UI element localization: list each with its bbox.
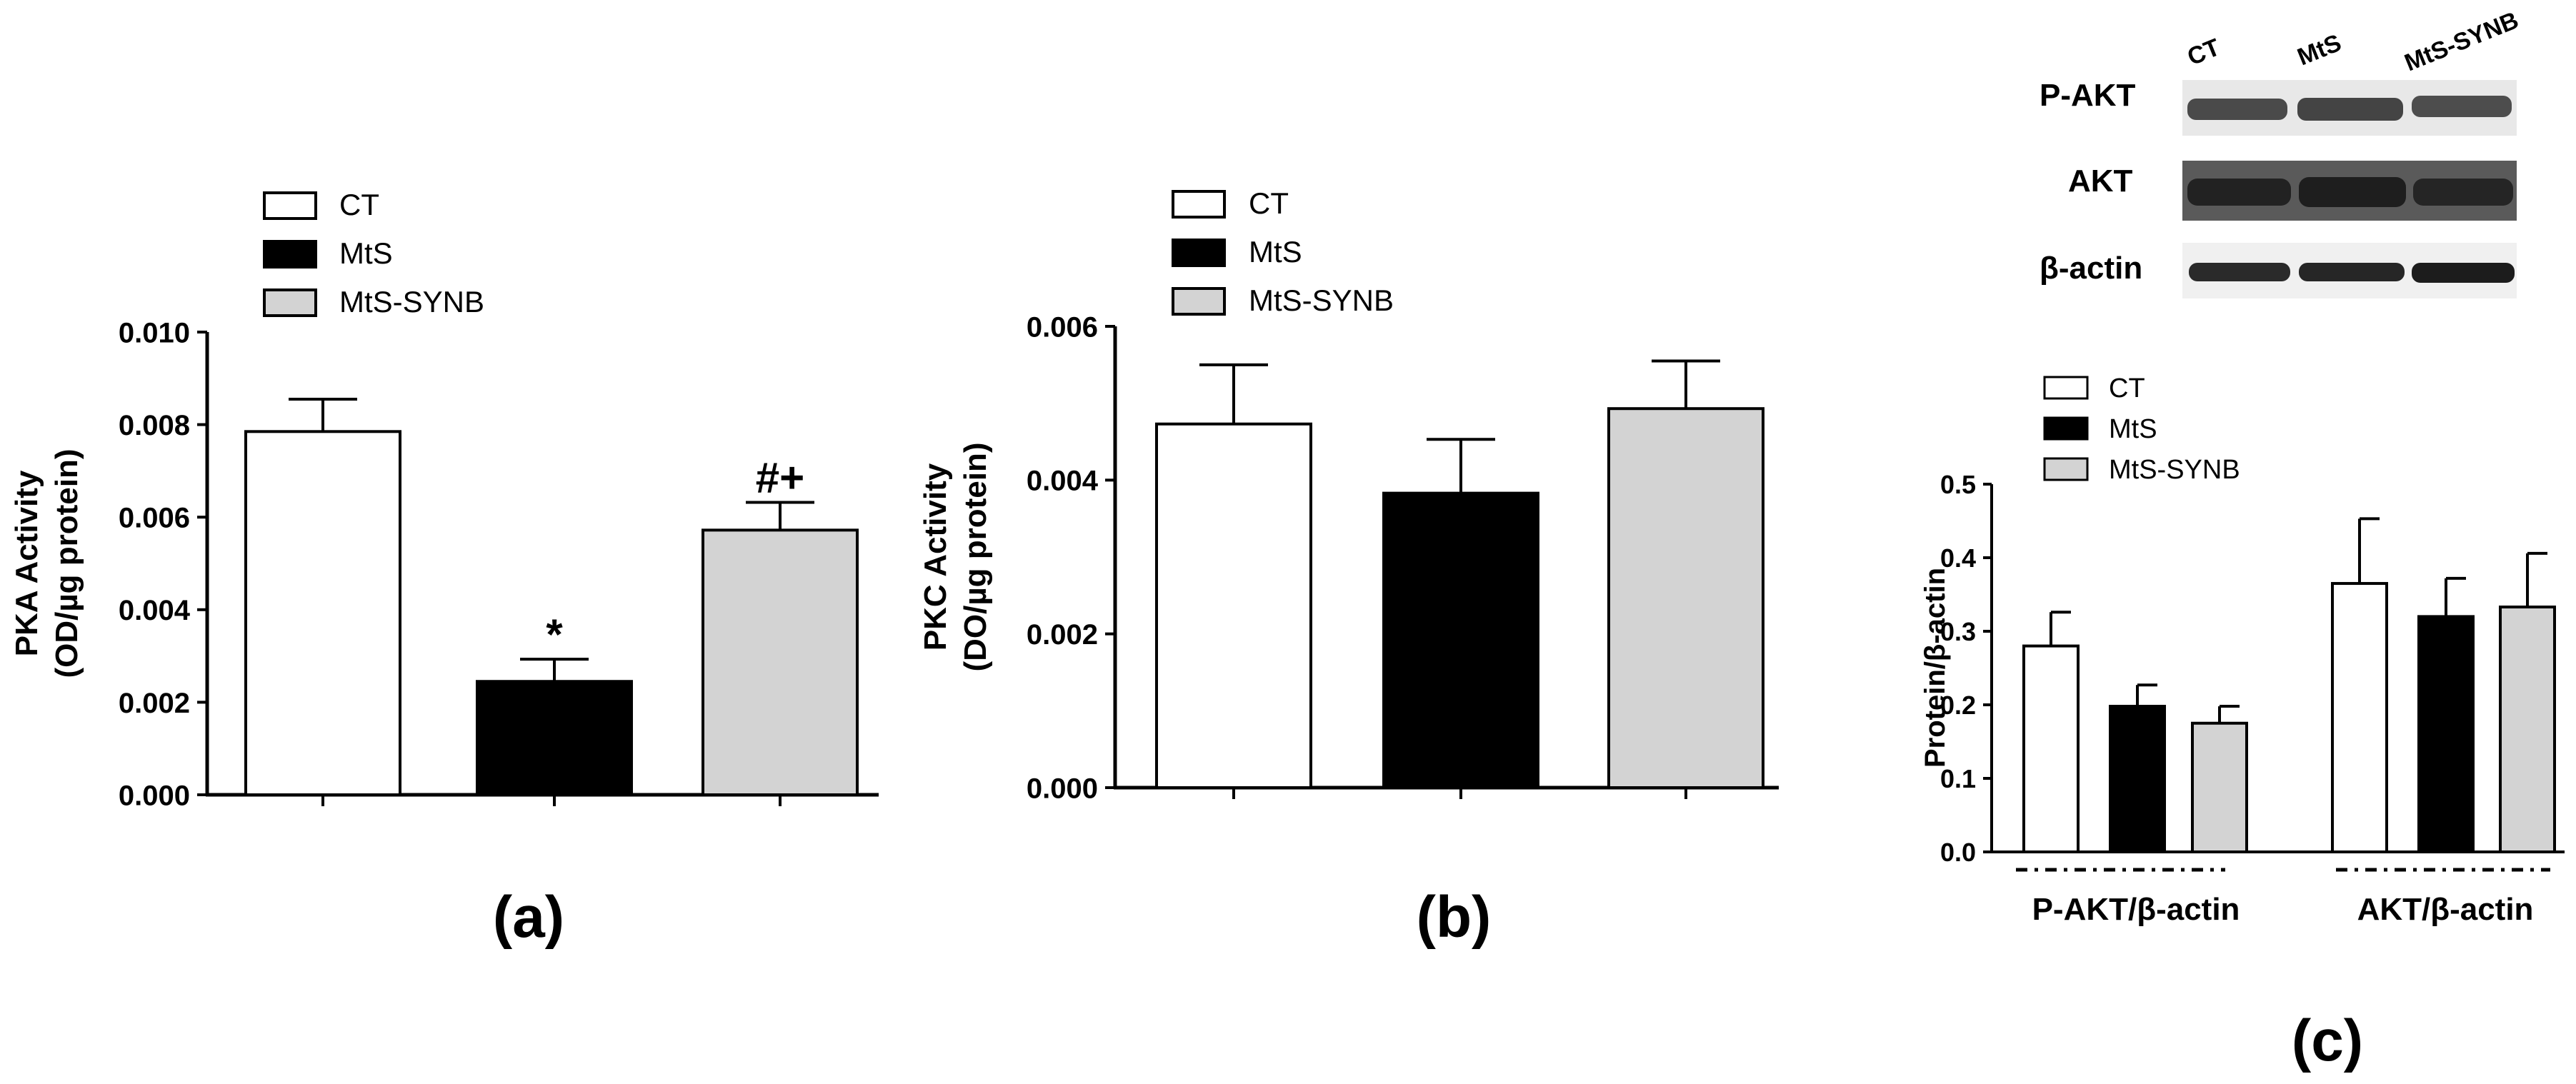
blot-band-beta-actin-mts	[2299, 263, 2405, 281]
bar-p-akt-actin-ct	[2022, 644, 2080, 853]
panel-c-akt-quantification: CT MtS MtS-SYNB 0.0 0.1 0.2 0.3 0.4 0.5 P-AKT…	[1919, 373, 2565, 1073]
legend-b-swatch-ct	[1172, 190, 1226, 219]
western-blot: CT MtS MtS-SYNB P-AKT AKT β-actin	[2040, 6, 2522, 298]
blot-band-p-akt-mts-synb	[2412, 96, 2512, 117]
y-tick-label: 0.3	[1940, 617, 1976, 646]
bars-a: * #+	[244, 397, 859, 806]
legend-b-label-ct: CT	[1249, 186, 1289, 220]
legend-a: CT MtS MtS-SYNB	[263, 188, 484, 318]
y-tick-label: 0.004	[119, 595, 191, 626]
x-category-label-akt: AKT/β-actin	[2357, 892, 2534, 927]
bar-ct	[1155, 422, 1312, 790]
blot-row-label-akt: AKT	[2068, 164, 2133, 199]
blot-lane-label-mts: MtS	[2294, 29, 2345, 71]
blot-lane-label-mts-synb: MtS-SYNB	[2401, 6, 2522, 76]
y-tick-label: 0.002	[1027, 619, 1098, 651]
blot-strip-akt	[2182, 161, 2517, 221]
bar-ct	[244, 430, 401, 796]
y-tick-label: 0.2	[1940, 691, 1976, 720]
y-axis-label-c: Protein/β-actin	[1919, 568, 1951, 768]
y-tick-label: 0.4	[1940, 543, 1976, 573]
legend-c-swatch-mts-synb	[2043, 457, 2089, 481]
y-ticks-a: 0.000 0.002 0.004 0.006 0.008 0.010	[119, 317, 207, 811]
legend-b: CT MtS MtS-SYNB	[1172, 186, 1394, 317]
panel-label-c: (c)	[2292, 1008, 2363, 1073]
blot-band-beta-actin-mts-synb	[2412, 263, 2515, 283]
x-category-label-p-akt: P-AKT/β-actin	[2032, 892, 2240, 927]
legend-a-swatch-mts-synb	[263, 288, 317, 317]
y-ticks-b: 0.000 0.002 0.004 0.006	[1027, 311, 1115, 804]
y-ticks-c: 0.0 0.1 0.2 0.3 0.4 0.5	[1940, 470, 1992, 867]
panel-label-b: (b)	[1417, 885, 1492, 950]
significance-marker-mts-synb: #+	[756, 453, 804, 501]
blot-band-akt-mts	[2299, 177, 2406, 207]
y-tick-label: 0.010	[119, 317, 190, 348]
legend-b-swatch-mts-synb	[1172, 287, 1226, 316]
blot-strip-p-akt	[2182, 80, 2517, 136]
blot-band-p-akt-mts	[2297, 98, 2403, 121]
bar-akt-actin-mts	[2417, 615, 2475, 854]
legend-c: CT MtS MtS-SYNB	[2043, 373, 2240, 485]
y-tick-label: 0.000	[1027, 773, 1098, 804]
panel-label-a: (a)	[493, 885, 564, 950]
legend-a-label-mts: MtS	[339, 236, 393, 270]
y-tick-label: 0.002	[119, 688, 190, 719]
y-axis-label-b-line2: (DO/µg protein)	[958, 442, 993, 671]
blot-band-p-akt-ct	[2187, 99, 2287, 120]
y-tick-label: 0.0	[1940, 838, 1976, 867]
y-tick-label: 0.004	[1027, 466, 1099, 497]
legend-a-label-ct: CT	[339, 188, 379, 221]
y-tick-label: 0.5	[1940, 470, 1976, 499]
bar-akt-actin-mts-synb	[2499, 606, 2556, 853]
bar-mts	[1382, 491, 1539, 789]
y-tick-label: 0.006	[119, 503, 190, 534]
panel-b-pkc-activity: CT MtS MtS-SYNB 0.000 0.002 0.004 0.006 PKC…	[918, 186, 1779, 950]
legend-b-swatch-mts	[1172, 239, 1226, 267]
blot-lane-label-ct: CT	[2184, 34, 2224, 71]
legend-c-swatch-ct	[2043, 376, 2089, 400]
y-axis-label-b-line1: PKC Activity	[918, 463, 953, 651]
legend-a-label-mts-synb: MtS-SYNB	[339, 285, 484, 318]
blot-row-label-beta-actin: β-actin	[2040, 251, 2142, 286]
blot-strip-beta-actin	[2182, 243, 2517, 298]
blot-band-akt-ct	[2187, 179, 2291, 206]
legend-c-label-mts: MtS	[2109, 414, 2157, 444]
bar-mts-synb	[1607, 407, 1764, 789]
bars-c	[2022, 517, 2556, 854]
y-axis-label-a-line2: (OD/µg protein)	[49, 448, 84, 678]
y-tick-label: 0.1	[1940, 764, 1976, 793]
y-axis-label-a-line1: PKA Activity	[9, 470, 44, 656]
legend-c-label-mts-synb: MtS-SYNB	[2109, 455, 2240, 485]
bar-p-akt-actin-mts-synb	[2191, 721, 2248, 853]
y-tick-label: 0.006	[1027, 311, 1098, 343]
blot-band-beta-actin-ct	[2189, 263, 2290, 281]
bar-mts	[476, 680, 633, 796]
bar-akt-actin-ct	[2331, 582, 2388, 853]
y-tick-label: 0.000	[119, 780, 190, 811]
legend-c-swatch-mts	[2043, 416, 2089, 441]
legend-b-label-mts-synb: MtS-SYNB	[1249, 283, 1394, 317]
bar-mts-synb	[702, 528, 859, 796]
significance-marker-mts: *	[546, 611, 563, 658]
bar-p-akt-actin-mts	[2109, 705, 2166, 853]
legend-b-label-mts: MtS	[1249, 235, 1302, 269]
legend-a-swatch-mts	[263, 240, 317, 269]
legend-a-swatch-ct	[263, 191, 317, 220]
legend-c-label-ct: CT	[2109, 373, 2145, 403]
y-tick-label: 0.008	[119, 410, 190, 441]
panel-a-pka-activity: CT MtS MtS-SYNB 0.0000.0020.0040.0060.00…	[9, 188, 879, 950]
blot-row-label-p-akt: P-AKT	[2040, 78, 2136, 113]
blot-band-akt-mts-synb	[2413, 179, 2513, 206]
bars-b	[1155, 359, 1764, 799]
